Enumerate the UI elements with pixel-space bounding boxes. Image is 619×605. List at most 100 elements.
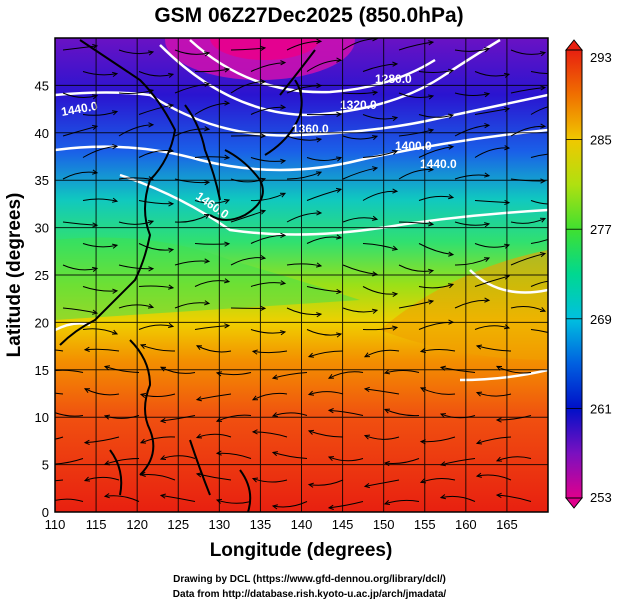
streamline-arrowhead (49, 499, 54, 503)
streamline-arrowhead (504, 106, 511, 113)
streamline (82, 286, 118, 292)
streamline-arrowhead (168, 322, 175, 329)
contour-label: 1280.0 (375, 72, 412, 86)
streamline (476, 392, 512, 397)
streamline (476, 345, 512, 352)
streamline-arrowhead (49, 410, 54, 414)
streamline-arrowhead (260, 78, 267, 85)
streamline-arrowhead (92, 222, 99, 228)
streamline (250, 106, 286, 115)
streamline (230, 210, 266, 223)
streamline (118, 177, 154, 181)
streamline-arrowhead (204, 51, 211, 57)
streamline (530, 71, 548, 75)
streamline-arrowhead (147, 303, 155, 309)
streamline-arrowhead (447, 283, 455, 289)
streamline-arrowhead (280, 60, 287, 66)
streamline-arrowhead (168, 147, 175, 154)
streamline-arrowhead (259, 209, 267, 215)
streamline-arrowhead (448, 251, 455, 257)
streamline-arrowhead (540, 178, 547, 184)
streamline-arrowhead (428, 221, 435, 227)
lon-tick-label: 165 (496, 517, 518, 532)
streamline-arrowhead (372, 38, 379, 42)
streamline (250, 192, 286, 202)
streamline (216, 452, 252, 459)
streamline (474, 147, 510, 158)
streamline-arrowhead (383, 369, 391, 375)
streamline-arrowhead (29, 387, 34, 391)
streamline-arrowhead (111, 110, 119, 116)
streamline-arrowhead (363, 434, 371, 440)
streamline (362, 150, 398, 158)
streamline (118, 89, 154, 94)
streamline (194, 199, 230, 204)
streamline (118, 264, 154, 270)
streamline (272, 451, 308, 459)
streamline-arrowhead (327, 504, 334, 510)
streamline (62, 264, 98, 271)
streamline-arrowhead (139, 344, 147, 349)
streamline-arrowhead (495, 417, 502, 423)
streamline (272, 372, 308, 379)
streamline-arrowhead (83, 476, 91, 482)
streamline-arrowhead (92, 169, 99, 175)
streamline (530, 200, 548, 205)
streamline (384, 458, 420, 464)
streamline (286, 135, 322, 141)
streamline (250, 62, 286, 72)
streamline-arrowhead (195, 433, 203, 439)
streamline-arrowhead (372, 308, 379, 314)
streamline (308, 479, 344, 486)
streamline (84, 476, 120, 482)
streamline-arrowhead (475, 472, 482, 478)
streamline-arrowhead (540, 251, 547, 258)
streamline-arrowhead (148, 50, 155, 56)
streamline-arrowhead (484, 172, 491, 178)
streamline-arrowhead (335, 156, 343, 162)
streamline-arrowhead (560, 334, 565, 338)
streamline-arrowhead (539, 51, 547, 57)
streamline-arrowhead (195, 396, 202, 402)
streamline-arrowhead (363, 482, 370, 489)
streamline-arrowhead (148, 122, 155, 128)
streamline (84, 388, 120, 396)
streamline-arrowhead (475, 391, 483, 397)
streamline (306, 188, 342, 201)
streamline (194, 68, 230, 73)
lat-tick-label: 30 (35, 221, 49, 236)
streamline-arrowhead (335, 187, 343, 193)
streamline (230, 47, 266, 51)
streamline-arrowhead (475, 344, 483, 350)
streamline (342, 307, 378, 313)
lat-tick-label: 25 (35, 268, 49, 283)
streamline-arrowhead (195, 472, 202, 478)
streamline (55, 498, 84, 502)
streamline (286, 212, 322, 223)
streamline-arrowhead (103, 414, 111, 420)
streamline (140, 436, 176, 444)
streamline (398, 129, 434, 137)
streamline-arrowhead (372, 215, 379, 221)
streamline-arrowhead (307, 429, 315, 435)
lon-tick-label: 135 (250, 517, 272, 532)
streamline-arrowhead (372, 166, 379, 172)
streamline-arrowhead (224, 323, 231, 329)
streamline (454, 48, 490, 52)
streamline-arrowhead (215, 450, 222, 456)
streamline (418, 195, 454, 201)
streamline-arrowhead (91, 94, 99, 100)
streamline (362, 286, 398, 295)
latitude-tick-labels: 45 40 35 30 25 20 15 10 5 0 (35, 78, 49, 520)
streamline-arrowhead (112, 288, 119, 294)
streamline (496, 494, 532, 502)
streamline (328, 501, 364, 509)
streamline-arrowhead (483, 257, 491, 263)
streamline-arrowhead (504, 145, 511, 151)
streamline-arrowhead (484, 222, 491, 228)
streamline-arrowhead (139, 392, 147, 399)
streamline (250, 329, 286, 334)
colorbar-label: 253 (590, 490, 612, 505)
streamline-arrowhead (259, 177, 267, 183)
streamline (510, 253, 546, 266)
